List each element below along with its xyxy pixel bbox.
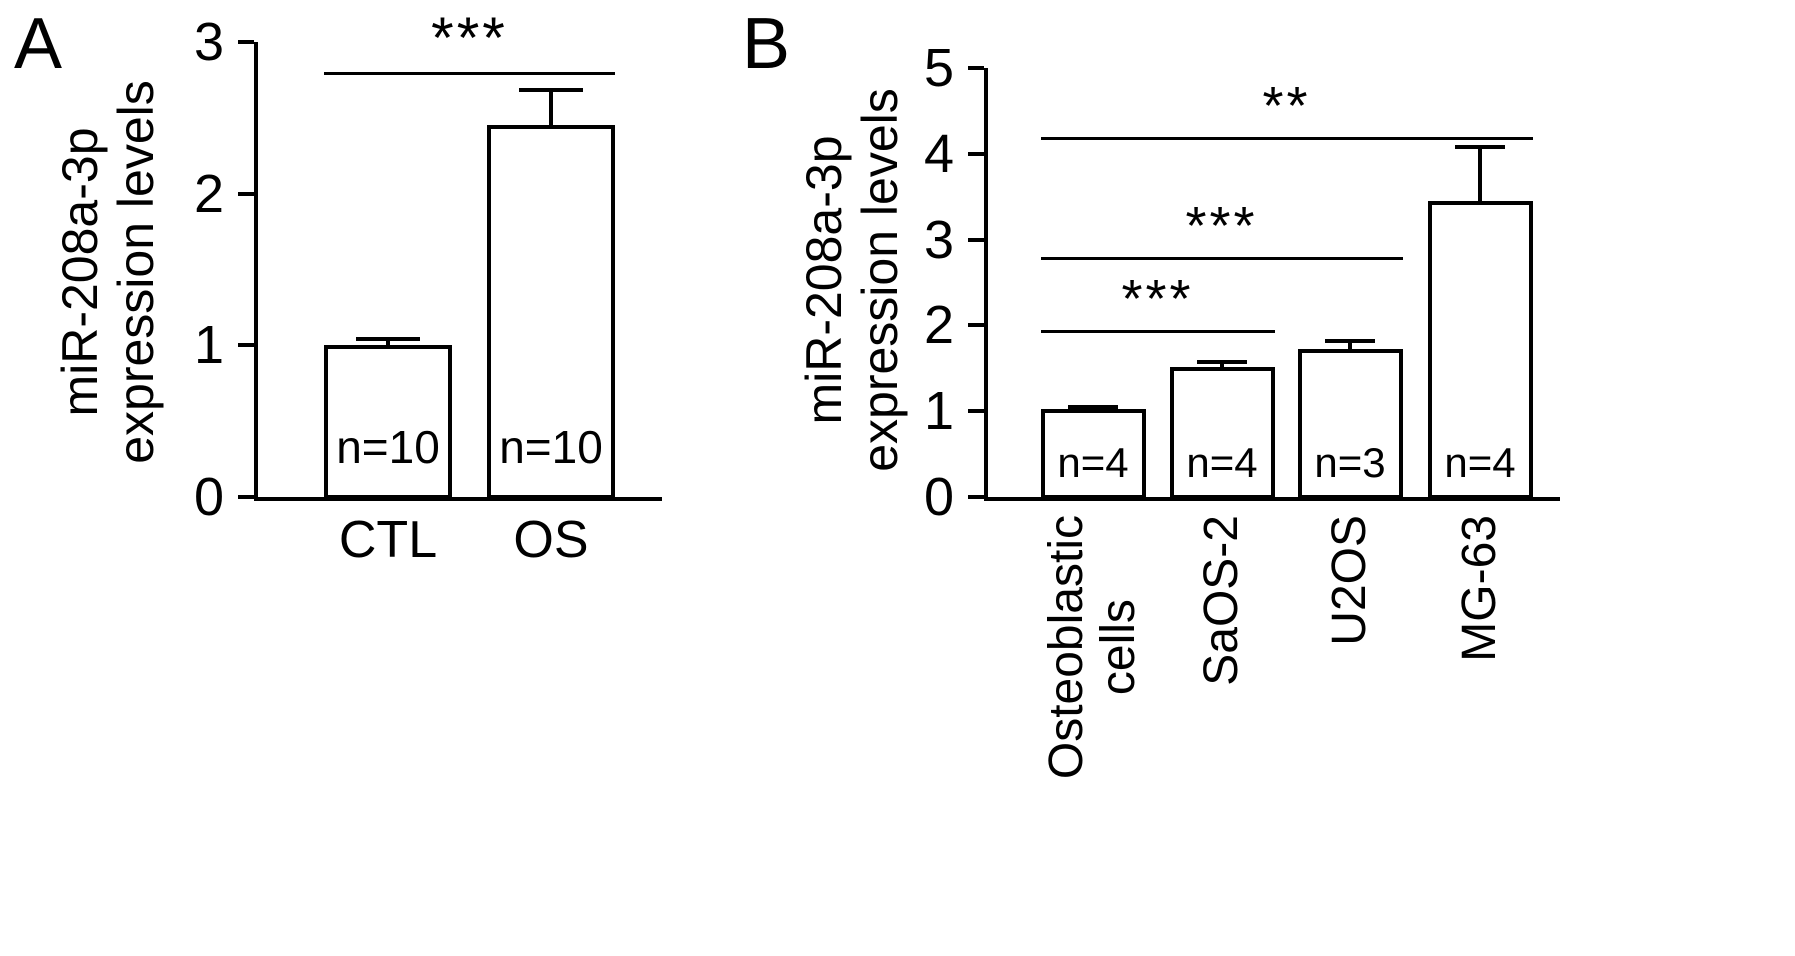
panel-a-label: A xyxy=(14,4,63,84)
significance-line xyxy=(324,72,615,76)
y-tick-label: 2 xyxy=(193,163,224,224)
y-tick-mark xyxy=(968,495,984,499)
sample-size-label: n=3 xyxy=(1314,439,1386,486)
data-bar xyxy=(1040,409,1146,499)
x-category-label: U2OS xyxy=(1323,515,1376,646)
x-axis-line xyxy=(254,497,662,501)
y-tick-mark xyxy=(238,39,254,44)
significance-line xyxy=(1040,329,1275,333)
data-bar xyxy=(324,345,452,499)
significance-stars: ** xyxy=(1262,75,1311,136)
y-tick-label: 0 xyxy=(923,467,954,527)
error-bar-whisker xyxy=(1220,362,1224,369)
error-bar-cap xyxy=(1197,360,1247,365)
y-axis-title-line-1: miR-208a-3p xyxy=(796,135,852,425)
y-tick-mark xyxy=(968,151,984,156)
x-axis-line xyxy=(984,497,1560,501)
sample-size-label: n=4 xyxy=(1057,439,1129,486)
y-tick-label: 5 xyxy=(923,38,954,98)
x-category-label: CTL xyxy=(338,511,438,569)
sample-size-label: n=10 xyxy=(499,421,603,473)
y-tick-mark xyxy=(238,191,254,196)
panel-b-label: B xyxy=(742,4,791,84)
y-tick-mark xyxy=(968,66,984,70)
error-bar-cap xyxy=(1325,338,1375,343)
error-bar-cap xyxy=(356,337,420,342)
error-bar-whisker xyxy=(1478,146,1482,203)
x-category-label: Osteoblastic cells xyxy=(1040,515,1145,780)
y-axis-line xyxy=(984,68,988,501)
sample-size-label: n=4 xyxy=(1444,439,1516,486)
error-bar-whisker xyxy=(386,339,390,348)
significance-line xyxy=(1040,256,1403,260)
error-bar-whisker xyxy=(1348,340,1352,352)
error-bar-cap xyxy=(1455,144,1505,149)
y-tick-label: 4 xyxy=(923,123,954,184)
sample-size-label: n=10 xyxy=(336,421,440,473)
error-bar-whisker xyxy=(549,90,553,128)
x-category-label: OS xyxy=(513,511,589,569)
y-tick-mark xyxy=(238,343,254,348)
error-bar-cap xyxy=(519,88,583,93)
y-tick-mark xyxy=(238,495,254,499)
error-bar-whisker xyxy=(1091,406,1095,412)
significance-stars: *** xyxy=(1121,268,1194,329)
y-tick-label: 3 xyxy=(193,11,224,72)
x-category-label: SaOS-2 xyxy=(1195,515,1248,686)
significance-line xyxy=(1040,136,1533,140)
y-tick-label: 3 xyxy=(923,209,954,270)
data-bar xyxy=(1427,200,1533,499)
data-bar xyxy=(1169,366,1275,499)
data-bar xyxy=(1297,349,1403,499)
y-tick-label: 0 xyxy=(193,467,224,527)
y-tick-mark xyxy=(968,237,984,242)
error-bar-cap xyxy=(1068,404,1118,409)
x-category-label: MG-63 xyxy=(1453,515,1506,662)
y-tick-mark xyxy=(968,323,984,328)
y-axis-line xyxy=(254,41,258,501)
y-tick-mark xyxy=(968,409,984,414)
y-tick-label: 1 xyxy=(193,315,224,376)
data-bar xyxy=(487,125,615,499)
y-tick-label: 1 xyxy=(923,381,954,442)
y-tick-label: 2 xyxy=(923,295,954,356)
sample-size-label: n=4 xyxy=(1186,439,1258,486)
significance-stars: *** xyxy=(1185,195,1258,256)
significance-stars: *** xyxy=(431,6,508,72)
